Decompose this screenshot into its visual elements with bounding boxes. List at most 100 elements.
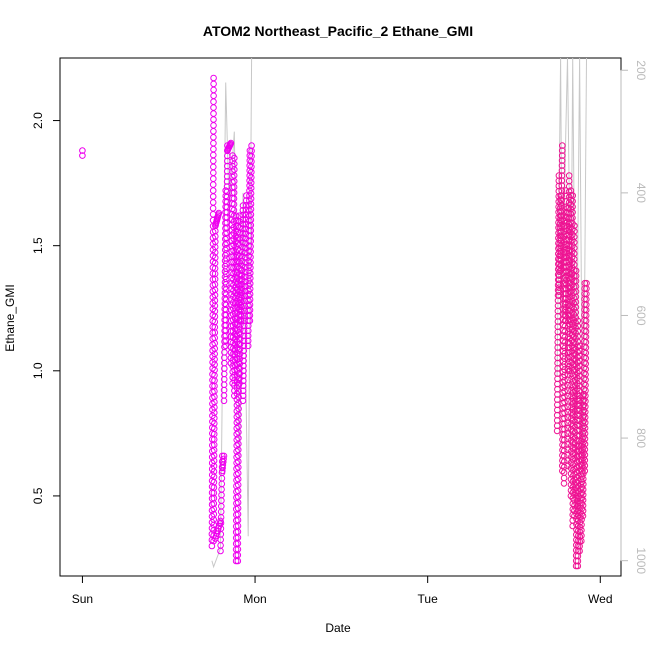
data-point [240,357,247,365]
y-tick-label: 1.5 [31,237,45,254]
data-point [245,292,252,300]
data-point [246,162,253,169]
data-point [244,332,252,340]
data-point [242,211,250,218]
data-point [558,182,566,189]
data-point [210,104,217,111]
data-point [242,216,250,223]
data-point [79,147,86,154]
data-point [575,402,583,410]
data-point [210,163,217,171]
data-point [210,80,217,88]
data-point [237,321,244,328]
data-point [240,352,247,360]
data-point [240,362,247,370]
data-point [222,187,229,194]
data-point [245,252,253,259]
data-point [210,446,218,454]
data-point [245,287,252,295]
data-point [558,192,565,199]
data-point [234,493,242,500]
y-tick-label: 2.0 [31,112,45,129]
data-point [236,345,244,353]
data-point [210,122,217,129]
data-point [239,239,246,246]
data-point [209,205,217,212]
x-tick-label: Mon [243,592,266,606]
data-point [210,151,217,159]
data-point [567,238,574,245]
data-point [558,177,566,184]
y2-tick-label: 1000 [634,547,648,574]
data-point [555,172,563,179]
data-point [236,340,244,348]
data-point [560,474,568,482]
data-point [246,167,253,174]
data-point [576,533,584,540]
data-point [565,172,573,179]
data-point [241,278,249,285]
data-point [575,407,583,415]
data-point [240,367,247,375]
data-point [210,128,217,135]
data-point [241,282,249,290]
data-point [237,316,244,324]
data-point [240,337,248,345]
data-point [221,246,229,254]
data-point [231,154,238,162]
data-point [210,169,217,177]
y2-tick-label: 600 [634,305,648,325]
data-point [245,262,253,270]
data-point [239,382,247,390]
data-point [246,202,253,209]
data-point [558,147,566,154]
data-point [576,342,583,350]
data-point [246,207,253,214]
data-point [576,547,583,555]
y2-tick-label: 800 [634,428,648,448]
data-point [245,247,253,254]
data-point [558,202,565,209]
data-point [232,253,239,261]
data-point [576,528,584,536]
x-tick-label: Sun [72,592,93,606]
data-point [242,206,250,214]
data-point [210,500,218,507]
data-point [243,201,250,209]
data-point [576,347,583,355]
data-point [222,241,229,248]
data-points [79,74,590,570]
data-point [211,372,218,379]
data-point [239,225,246,232]
data-point [242,220,250,228]
data-point [571,222,578,229]
data-point [569,192,577,199]
data-point [566,261,574,268]
data-point [558,172,566,179]
data-point [239,220,246,228]
data-point [210,116,217,123]
data-point [237,326,244,333]
data-point [575,412,583,420]
data-point [209,193,217,200]
data-point [239,211,247,219]
data-point [245,257,253,265]
data-point [567,224,574,231]
data-point [79,152,86,159]
secondary-y-axis: 200 400 600 800 1000 [620,60,648,574]
data-point [220,452,228,460]
data-point [583,279,590,287]
data-point [240,322,248,330]
data-point [559,142,566,149]
data-point [210,92,217,100]
data-point [239,397,247,405]
data-point [215,209,223,217]
data-point [210,139,217,147]
data-point [240,372,247,380]
data-point [210,86,217,94]
data-point [562,317,570,325]
data-point [244,342,252,350]
y-tick-label: 0.5 [31,487,45,504]
data-point [236,212,243,219]
